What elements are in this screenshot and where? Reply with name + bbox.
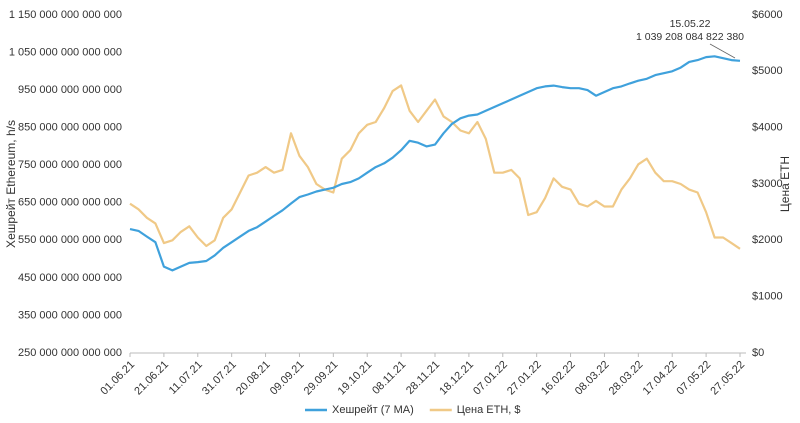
x-tick-label: 27.05.22	[708, 359, 747, 398]
x-tick-label: 09.09.21	[268, 359, 307, 398]
y-tick-label: 850 000 000 000 000	[18, 122, 122, 134]
x-tick-label: 01.06.21	[98, 359, 137, 398]
y-tick-label: 950 000 000 000 000	[18, 84, 122, 96]
x-tick-label: 19.10.21	[336, 359, 375, 398]
annotation-leader	[709, 43, 736, 59]
x-tick-label: 20.08.21	[234, 359, 273, 398]
y2-tick-label: $1000	[752, 291, 783, 303]
x-tick-label: 28.11.21	[404, 359, 442, 397]
x-tick-label: 08.11.21	[370, 359, 408, 397]
y-tick-label: 1 150 000 000 000 000	[9, 9, 122, 21]
y-tick-label: 550 000 000 000 000	[18, 234, 122, 246]
y-tick-label: 650 000 000 000 000	[18, 197, 122, 209]
legend-label: Хешрейт (7 MA)	[332, 404, 414, 416]
y2-tick-label: $3000	[752, 178, 783, 190]
x-tick-label: 28.03.22	[607, 359, 646, 398]
y-tick-label: 1 050 000 000 000 000	[9, 46, 122, 58]
x-tick-label: 29.09.21	[302, 359, 341, 398]
x-tick-label: 07.05.22	[675, 359, 714, 398]
x-tick-label: 18.12.21	[437, 359, 476, 398]
y2-tick-label: $2000	[752, 234, 783, 246]
x-tick-label: 16.02.22	[539, 359, 578, 398]
y2-tick-label: $0	[752, 347, 764, 359]
y-tick-label: 250 000 000 000 000	[18, 347, 122, 359]
x-tick-label: 08.03.22	[573, 359, 612, 398]
x-tick-label: 17.04.22	[641, 359, 680, 398]
y-tick-label: 750 000 000 000 000	[18, 159, 122, 171]
series-line	[129, 84, 741, 250]
series-line	[129, 55, 741, 272]
legend-label: Цена ETH, $	[457, 404, 521, 416]
annotation-date: 15.05.22	[670, 18, 711, 30]
y-tick-label: 350 000 000 000 000	[18, 309, 122, 321]
x-tick-label: 27.01.22	[505, 359, 544, 398]
x-tick-label: 31.07.21	[200, 359, 239, 398]
y2-axis-title: Цена ETH	[778, 156, 792, 212]
y2-tick-label: $4000	[752, 122, 783, 134]
annotation-value: 1 039 208 084 822 380	[636, 31, 744, 43]
y2-tick-label: $6000	[752, 9, 783, 21]
x-tick-label: 11.07.21	[167, 359, 205, 397]
x-tick-label: 21.06.21	[132, 359, 171, 398]
y2-tick-label: $5000	[752, 65, 783, 77]
y-axis-title: Хешрейт Ethereum, h/s	[4, 120, 18, 248]
x-tick-label: 07.01.22	[471, 359, 510, 398]
y-tick-label: 450 000 000 000 000	[18, 272, 122, 284]
